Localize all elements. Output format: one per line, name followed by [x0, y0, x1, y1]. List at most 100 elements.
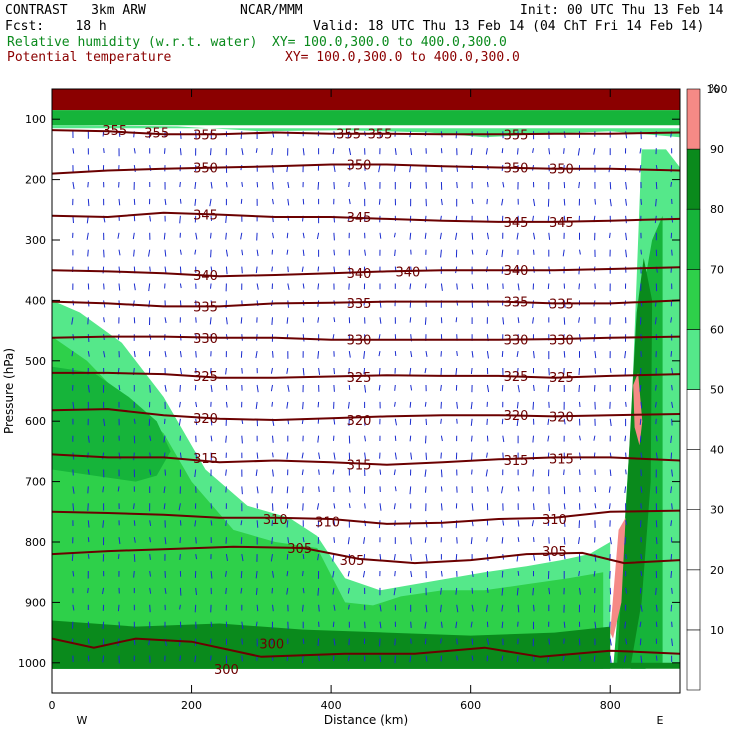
wind-vector-1110 [594, 503, 597, 509]
wind-vector-283 [195, 587, 197, 596]
wind-vector-817 [456, 418, 458, 424]
wind-vector-611 [364, 181, 366, 190]
wind-vector-111 [118, 384, 121, 391]
wind-vector-883 [486, 452, 488, 458]
wind-vector-525 [317, 351, 320, 359]
theta-label-325-2: 325 [504, 370, 529, 385]
wind-vector-439 [271, 520, 273, 526]
colorbar: 10 20 30 40 50 60 70 80 90 100 [686, 83, 728, 691]
field1-xy: XY= 100.0,300.0 to 400.0,300.0 [272, 35, 507, 50]
wind-vector-360 [241, 266, 243, 274]
wind-vector-214 [163, 503, 166, 510]
wind-vector-1200 [640, 401, 643, 409]
wind-vector-34 [87, 165, 90, 171]
wind-vector-955 [516, 587, 519, 596]
wind-vector-1055 [562, 655, 565, 661]
rh-region-2 [52, 366, 171, 482]
center-title: NCAR/MMM [240, 3, 303, 18]
wind-vector-47 [87, 384, 90, 393]
wind-vector-888 [486, 537, 488, 542]
wind-vector-1031 [562, 249, 565, 257]
x-tick-label-600: 600 [460, 699, 481, 712]
colorbar-label-100: 100 [707, 83, 728, 96]
wind-vector-327 [225, 249, 228, 257]
wind-vector-335 [225, 384, 228, 391]
wind-vector-988 [533, 604, 535, 612]
theta-label-305-0: 305 [340, 554, 365, 569]
wind-vector-825 [455, 554, 458, 561]
colorbar-label-40: 40 [710, 444, 724, 457]
wind-vector-856 [470, 537, 473, 545]
wind-vector-691 [394, 452, 397, 460]
wind-vector-555 [333, 317, 336, 323]
y-axis-title: Pressure (hPa) [2, 348, 16, 434]
wind-vector-882 [486, 435, 489, 442]
wind-vector-275 [195, 452, 198, 459]
wind-vector-1270 [671, 503, 673, 510]
wind-vector-1067 [578, 317, 580, 323]
wind-vector-787 [440, 452, 442, 459]
wind-vector-937 [517, 283, 520, 291]
theta-label-335-2: 335 [504, 296, 529, 311]
wind-vector-573 [332, 621, 335, 628]
wind-vector-982 [533, 503, 535, 511]
wind-vector-260 [194, 198, 197, 206]
theta-label-340-1: 340 [347, 267, 372, 282]
wind-vector-1175 [625, 520, 627, 525]
theta-label-335-3: 335 [549, 297, 574, 312]
wind-vector-1150 [609, 638, 612, 646]
wind-vector-296 [210, 266, 213, 272]
wind-vector-85 [102, 486, 105, 493]
theta-label-325-3: 325 [549, 371, 574, 386]
wind-vector-526 [318, 367, 321, 375]
theta-contour-335 [52, 299, 680, 308]
theta-label-355-0: 355 [102, 124, 127, 139]
wind-vector-546 [333, 165, 336, 172]
wind-vector-1275 [671, 587, 673, 594]
wind-vector-993 [548, 148, 551, 155]
wind-vector-1109 [594, 486, 596, 493]
colorbar-label-60: 60 [710, 323, 724, 336]
wind-vector-783 [440, 384, 442, 391]
wind-vector-923 [501, 587, 504, 596]
wind-vector-363 [240, 317, 243, 324]
wind-vector-914 [502, 435, 505, 443]
wind-vector-1010 [547, 435, 550, 442]
theta-label-350-2: 350 [504, 162, 529, 177]
wind-vector-378 [240, 570, 243, 579]
wind-vector-488 [301, 266, 304, 272]
wind-vector-481 [302, 148, 305, 156]
wind-vector-764 [425, 604, 428, 613]
wind-vector-860 [471, 604, 474, 612]
wind-vector-1149 [609, 621, 611, 628]
wind-vector-373 [241, 486, 243, 495]
wind-vector-269 [195, 351, 197, 358]
wind-vector-1141 [608, 486, 611, 493]
wind-vector-884 [485, 469, 488, 477]
wind-vector-407 [256, 520, 259, 528]
theta-contours [52, 129, 680, 658]
wind-vector-137 [133, 283, 136, 291]
wind-vector-885 [486, 486, 489, 492]
wind-vector-798 [440, 638, 442, 644]
wind-vector-574 [333, 638, 336, 646]
wind-vector-1172 [625, 469, 627, 475]
wind-vector-952 [517, 537, 520, 542]
wind-vector-1134 [609, 367, 612, 373]
theta-label-350-1: 350 [347, 159, 372, 174]
wind-vector-22 [72, 503, 75, 511]
wind-vector-1263 [671, 384, 673, 391]
wind-vector-346 [225, 570, 227, 577]
wind-vector-1185 [639, 148, 642, 154]
wind-vector-604 [348, 604, 350, 610]
wind-vector-130 [133, 165, 136, 172]
wind-vector-403 [256, 452, 259, 459]
wind-vector-397 [255, 351, 258, 359]
wind-vector-424 [271, 266, 273, 272]
wind-vector-343 [225, 520, 227, 526]
wind-vector-653 [378, 351, 381, 357]
wind-vector-1183 [623, 655, 627, 663]
wind-vector-697 [393, 554, 396, 561]
wind-vector-125 [118, 621, 121, 629]
wind-vector-178 [149, 435, 152, 441]
